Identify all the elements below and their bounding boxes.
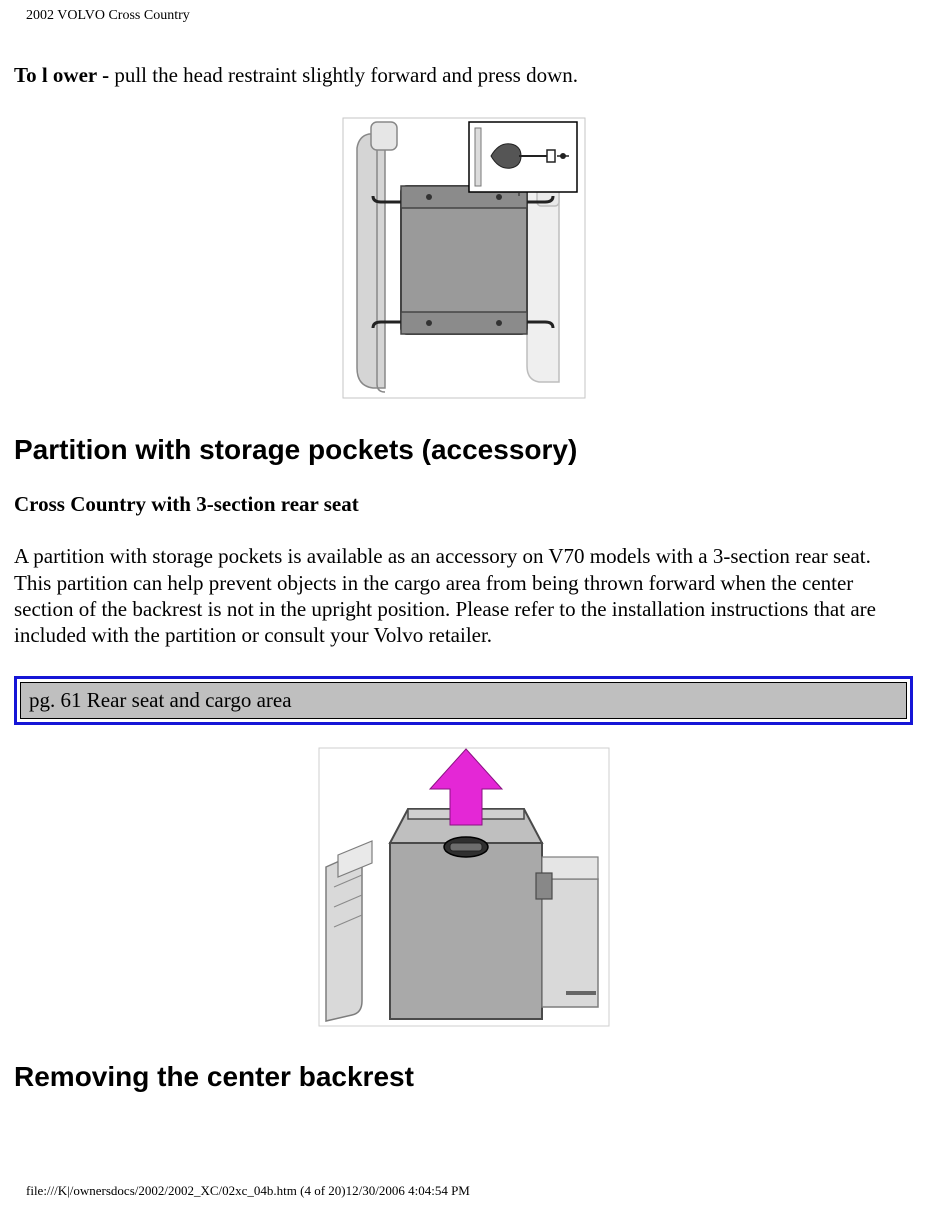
partition-subheading: Cross Country with 3-section rear seat <box>14 492 913 517</box>
partition-svg <box>341 116 587 400</box>
document-header: 2002 VOLVO Cross Country <box>26 8 913 24</box>
page-banner: pg. 61 Rear seat and cargo area <box>14 676 913 725</box>
lower-instruction-body: pull the head restraint slightly forward… <box>114 63 578 87</box>
page-banner-text: pg. 61 Rear seat and cargo area <box>20 682 907 719</box>
lower-instruction: To l ower - pull the head restraint slig… <box>14 62 913 88</box>
partition-body: A partition with storage pockets is avai… <box>14 543 913 648</box>
partition-heading: Partition with storage pockets (accessor… <box>14 434 913 466</box>
backrest-svg <box>318 747 610 1027</box>
lower-instruction-lead: To l ower - <box>14 63 114 87</box>
figure-partition-illustration <box>14 116 913 400</box>
document-footer: file:///K|/ownersdocs/2002/2002_XC/02xc_… <box>26 1183 913 1199</box>
figure-backrest-illustration <box>14 747 913 1027</box>
remove-backrest-heading: Removing the center backrest <box>14 1061 913 1093</box>
